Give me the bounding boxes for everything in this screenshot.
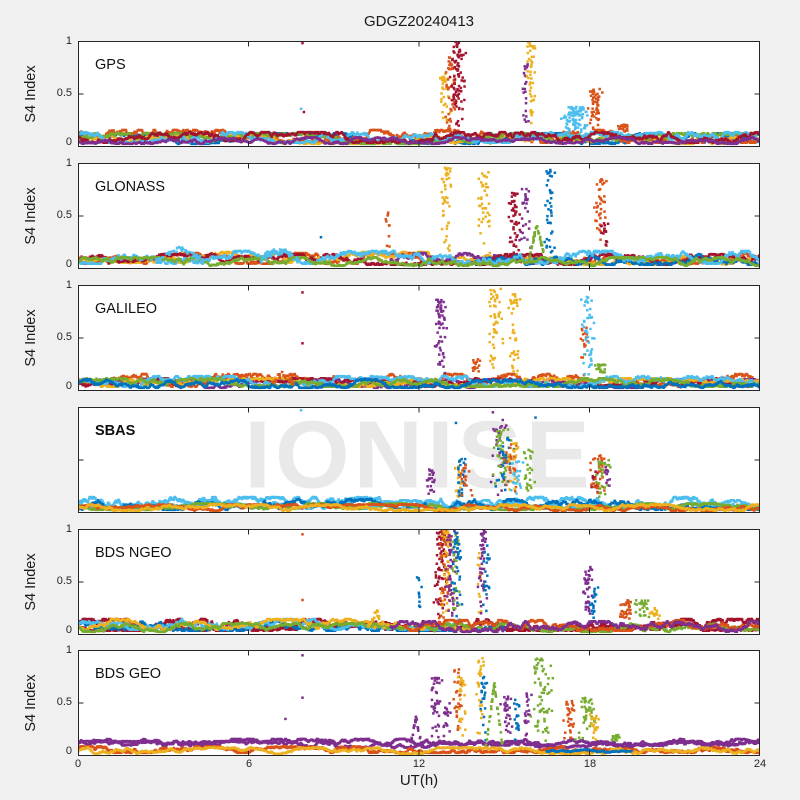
x-tick-label: 0 (74, 758, 82, 770)
scatter-canvas-galileo (78, 285, 760, 391)
y-axis-label: S4 Index (23, 309, 39, 367)
scatter-canvas-glonass (78, 163, 760, 269)
scatter-canvas-bds-ngeo (78, 529, 760, 635)
x-tick-label: 6 (245, 758, 253, 770)
y-tick-label: 0 (65, 380, 72, 392)
y-tick-label: 1 (65, 157, 72, 169)
y-tick-label: 1 (65, 35, 72, 47)
x-tick-label: 12 (412, 758, 426, 770)
panel-bds-ngeo: 1 0.5 0 S4 Index BDS NGEO (23, 523, 760, 636)
y-tick-label: 1 (65, 644, 72, 656)
panel-gps: 1 0.5 0 S4 Index GPS (23, 35, 760, 148)
panel-label-glonass: GLONASS (95, 179, 166, 195)
panel-label-galileo: GALILEO (95, 301, 158, 317)
y-tick-label: 0.5 (56, 575, 72, 587)
y-tick-label: 0 (65, 258, 72, 270)
y-tick-label: 0 (65, 624, 72, 636)
panel-label-sbas: SBAS (95, 423, 136, 439)
y-tick-label: 1 (65, 279, 72, 291)
y-tick-label: 0.5 (56, 87, 72, 99)
x-tick-label: 24 (753, 758, 767, 770)
panel-label-gps: GPS (95, 57, 126, 73)
y-tick-label: 0.5 (56, 209, 72, 221)
scatter-canvas-bds-geo (78, 650, 760, 756)
scatter-canvas-gps (78, 41, 760, 147)
y-tick-label: 0.5 (56, 696, 72, 708)
y-tick-label: 0 (65, 136, 72, 148)
x-axis-label: UT(h) (399, 772, 439, 789)
panel-bds-geo: 1 0.5 0 S4 Index BDS GEO (23, 644, 760, 757)
panel-sbas: IONISE 1 0.5 0 S4 Index SBAS (78, 407, 760, 513)
panel-glonass: 1 0.5 0 S4 Index GLONASS (23, 157, 760, 270)
y-tick-label: 0.5 (56, 331, 72, 343)
y-axis-label: S4 Index (23, 553, 39, 611)
scatter-canvas-sbas (78, 407, 760, 513)
panel-label-bds-geo: BDS GEO (95, 666, 162, 682)
panel-label-bds-ngeo: BDS NGEO (95, 545, 172, 561)
y-axis-label: S4 Index (23, 65, 39, 123)
x-tick-label: 18 (583, 758, 597, 770)
panel-galileo: 1 0.5 0 S4 Index GALILEO (23, 279, 760, 392)
y-axis-label: S4 Index (23, 187, 39, 245)
y-tick-label: 0 (65, 745, 72, 757)
y-tick-label: 1 (65, 523, 72, 535)
y-axis-label: S4 Index (23, 674, 39, 732)
chart-title: GDGZ20240413 (363, 13, 475, 30)
